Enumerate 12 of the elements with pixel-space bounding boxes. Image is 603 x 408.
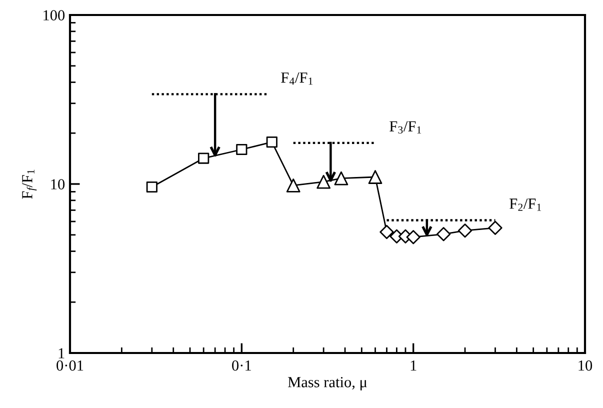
series-label: F$_{3}$/F$_{1}$ — [390, 121, 422, 134]
x-tick-label: 1 — [410, 360, 416, 371]
series-label: F$_{4}$/F$_{1}$ — [281, 72, 313, 85]
y-tick-label: 1 — [58, 348, 64, 358]
x-tick-label: 0·1 — [232, 360, 251, 371]
y-axis-title: F$_{f}$/F$_{1}$ — [22, 170, 37, 199]
x-tick-label: 0·01 — [56, 360, 84, 371]
x-tick-label: 10 — [578, 360, 592, 371]
y-tick-label: 10 — [51, 179, 65, 190]
y-tick-label: 100 — [44, 10, 65, 20]
x-axis-title: Mass ratio, μ — [288, 377, 367, 390]
series-label: F$_{2}$/F$_{1}$ — [510, 198, 542, 211]
